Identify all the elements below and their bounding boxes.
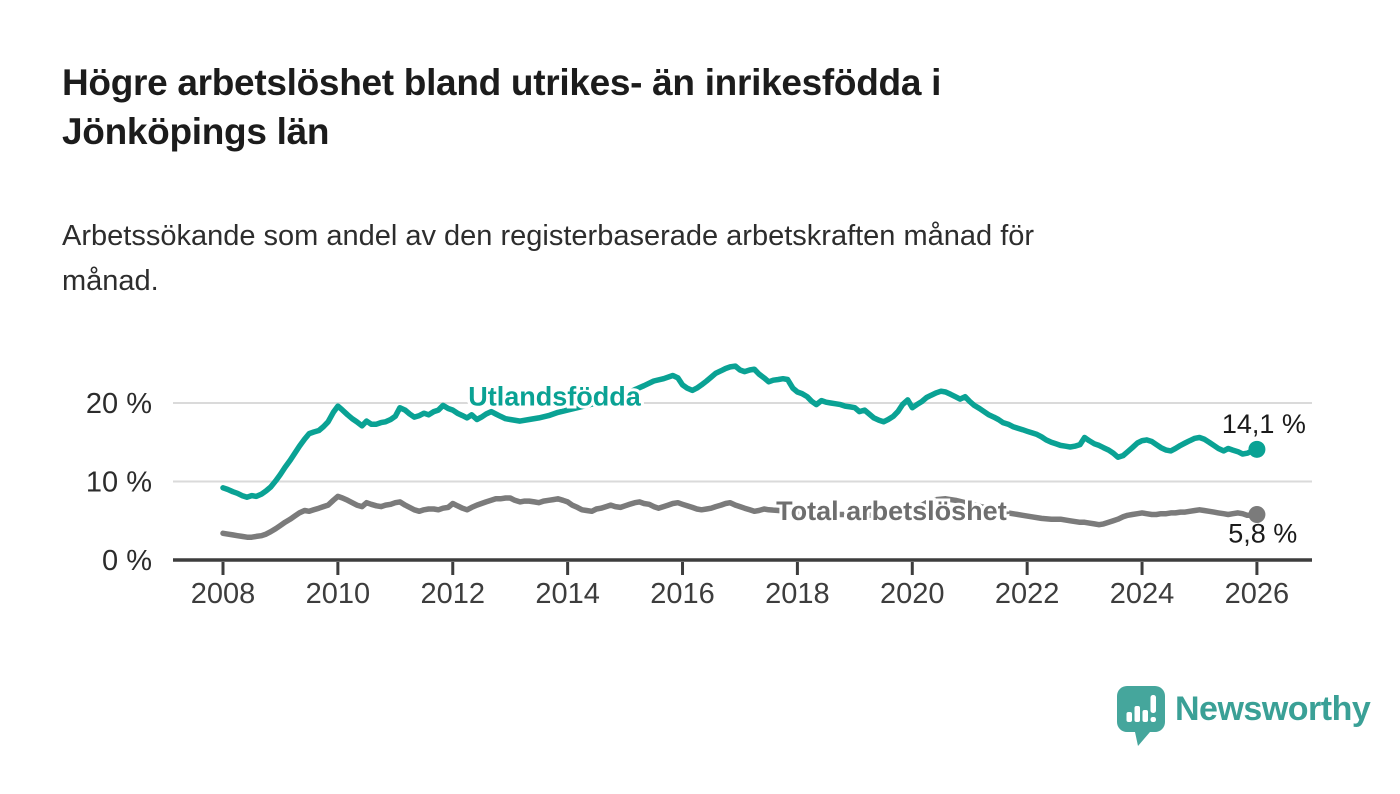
x-tick-label-2010: 2010 — [306, 578, 371, 610]
x-tick-label-2018: 2018 — [765, 578, 830, 610]
series-end-value-label-1: 5,8 % — [1228, 519, 1297, 549]
y-tick-label-10: 10 % — [86, 467, 152, 499]
bar-3 — [1142, 710, 1148, 722]
x-tick-label-2022: 2022 — [995, 578, 1060, 610]
x-tick-label-2020: 2020 — [880, 578, 945, 610]
page-title-line2: Jönköpings län — [62, 111, 330, 152]
bar-2 — [1134, 706, 1140, 722]
page-title: Högre arbetslöshet bland utrikes- än inr… — [62, 58, 941, 156]
chart-subtitle-line2: månad. — [62, 265, 159, 297]
speech-bubble-shape — [1117, 686, 1165, 746]
series-end-dot-0 — [1248, 440, 1266, 458]
exclamation-dot — [1150, 717, 1156, 722]
series-label-1: Total arbetslöshet — [776, 496, 1007, 526]
series-line-1 — [220, 493, 1260, 540]
series-line-0 — [220, 363, 1260, 500]
page-title-line1: Högre arbetslöshet bland utrikes- än inr… — [62, 62, 942, 103]
bar-1 — [1126, 712, 1132, 722]
x-tick-label-2014: 2014 — [535, 578, 600, 610]
chart-subtitle: Arbetssökande som andel av den registerb… — [62, 214, 1034, 304]
series-label-0: Utlandsfödda — [468, 381, 641, 411]
y-tick-label-20: 20 % — [86, 388, 152, 420]
exclamation-bar — [1150, 695, 1156, 713]
newsworthy-wordmark: Newsworthy — [1175, 690, 1371, 728]
unemployment-line-chart: 0 % 10 % 20 % 2008 2010 2012 2014 2016 2018 2020 2… — [86, 363, 1312, 610]
chart-subtitle-line1: Arbetssökande som andel av den registerb… — [62, 220, 1035, 252]
series-end-value-label-0: 14,1 % — [1222, 409, 1306, 439]
x-tick-label-2016: 2016 — [650, 578, 715, 610]
x-tick-label-2026: 2026 — [1225, 578, 1290, 610]
x-tick-label-2008: 2008 — [191, 578, 256, 610]
series-end-dot-1 — [1248, 505, 1266, 523]
y-tick-label-0: 0 % — [102, 545, 152, 577]
x-tick-label-2024: 2024 — [1110, 578, 1175, 610]
newsworthy-logo: Newsworthy — [1117, 686, 1371, 748]
x-tick-label-2012: 2012 — [421, 578, 486, 610]
newsworthy-bubble-chart-icon — [1117, 686, 1165, 746]
